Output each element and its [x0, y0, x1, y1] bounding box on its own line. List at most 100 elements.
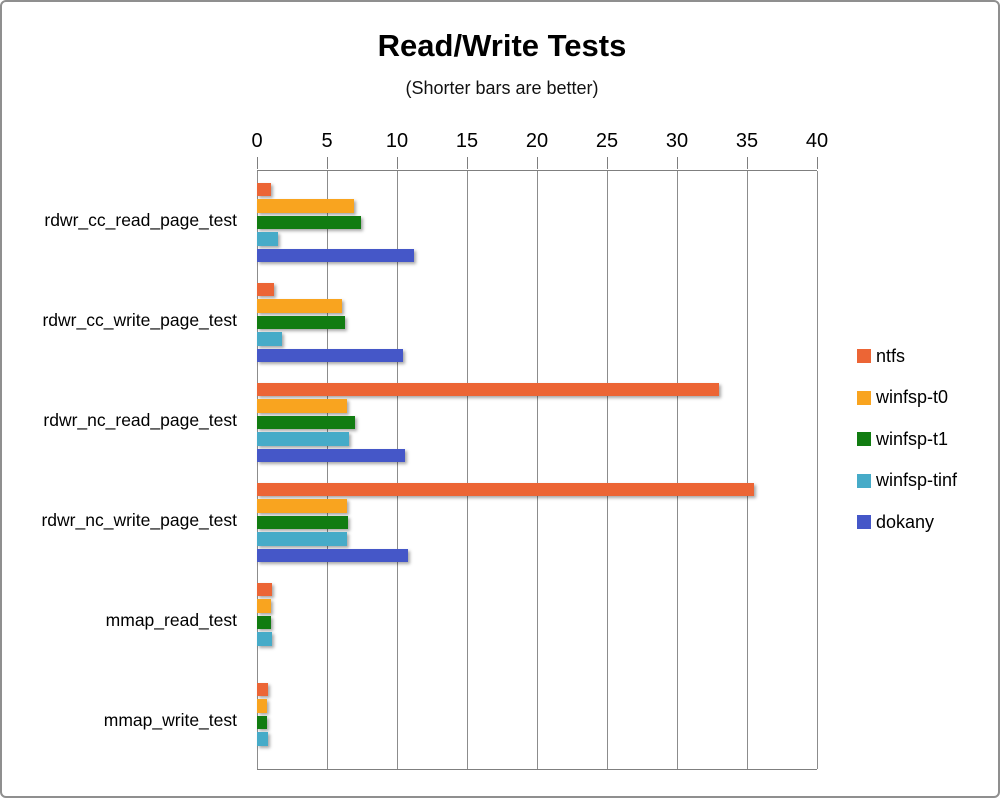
bar-lane [257, 298, 817, 315]
bar-group-rdwr_nc_write_page_test [257, 471, 817, 571]
tick-mark-x-10 [397, 157, 398, 169]
bar-lane [257, 347, 817, 364]
bar-winfsp-t0-rdwr_cc_write_page_test [257, 299, 343, 313]
legend-swatch-dokany [857, 515, 871, 529]
bar-dokany-rdwr_nc_read_page_test [257, 448, 406, 462]
bar-lane [257, 247, 817, 264]
bar-group-rdwr_nc_read_page_test [257, 371, 817, 471]
tick-mark-x-15 [467, 157, 468, 169]
bar-lane [257, 547, 817, 564]
bar-lane [257, 698, 817, 715]
bar-lane [257, 214, 817, 231]
legend-label-ntfs: ntfs [876, 345, 906, 366]
bar-winfsp-t1-rdwr_cc_write_page_test [257, 315, 346, 329]
bar-lane [257, 598, 817, 615]
bar-lane [257, 381, 817, 398]
category-label-mmap_read_test: mmap_read_test [105, 609, 237, 630]
bar-lane [257, 281, 817, 298]
bar-dokany-rdwr_cc_write_page_test [257, 348, 403, 362]
x-tick-label-10: 10 [385, 130, 409, 152]
bar-winfsp-tinf-rdwr_cc_write_page_test [257, 332, 283, 346]
bar-lane [257, 714, 817, 731]
bar-winfsp-t1-rdwr_nc_write_page_test [257, 515, 348, 529]
legend-swatch-winfsp-t1 [857, 432, 871, 446]
legend-item-ntfs: ntfs [857, 346, 957, 366]
category-label-rdwr_cc_read_page_test: rdwr_cc_read_page_test [44, 209, 237, 230]
bar-winfsp-tinf-mmap_write_test [257, 732, 269, 746]
bar-dokany-rdwr_cc_read_page_test [257, 248, 414, 262]
gridline-x-40 [817, 171, 818, 769]
gridline-x-15 [467, 171, 468, 769]
bar-lane [257, 431, 817, 448]
category-label-mmap_write_test: mmap_write_test [103, 709, 237, 730]
legend: ntfs winfsp-t0 winfsp-t1 winfsp-tinf dokany [857, 346, 957, 554]
bar-winfsp-t1-mmap_read_test [257, 615, 271, 629]
bar-winfsp-t1-rdwr_nc_read_page_test [257, 415, 355, 429]
bar-winfsp-t0-mmap_read_test [257, 599, 271, 613]
tick-mark-x-20 [537, 157, 538, 169]
bar-group-rdwr_cc_write_page_test [257, 271, 817, 371]
tick-mark-x-40 [817, 157, 818, 169]
tick-mark-x-30 [677, 157, 678, 169]
bar-lane [257, 747, 817, 764]
bar-winfsp-t0-rdwr_nc_read_page_test [257, 399, 347, 413]
bar-lane [257, 614, 817, 631]
bar-winfsp-t1-rdwr_cc_read_page_test [257, 215, 361, 229]
x-tick-label-15: 15 [455, 130, 479, 152]
x-tick-label-25: 25 [595, 130, 619, 152]
legend-item-dokany: dokany [857, 512, 957, 532]
bar-lane [257, 231, 817, 248]
legend-label-winfsp-t1: winfsp-t1 [876, 428, 949, 449]
bar-group-mmap_write_test [257, 671, 817, 771]
chart-subtitle: (Shorter bars are better) [405, 78, 599, 98]
tick-mark-x-25 [607, 157, 608, 169]
x-tick-label-40: 40 [805, 130, 829, 152]
bar-lane [257, 481, 817, 498]
x-tick-label-0: 0 [251, 130, 263, 152]
bar-winfsp-tinf-rdwr_cc_read_page_test [257, 232, 278, 246]
bar-group-rdwr_cc_read_page_test [257, 171, 817, 271]
tick-mark-x-35 [747, 157, 748, 169]
legend-swatch-winfsp-tinf [857, 473, 871, 488]
bar-dokany-rdwr_nc_write_page_test [257, 548, 409, 562]
legend-item-winfsp-t0: winfsp-t0 [857, 387, 957, 408]
x-tick-label-5: 5 [321, 130, 333, 152]
gridline-x-25 [607, 171, 608, 769]
category-label-rdwr_nc_read_page_test: rdwr_nc_read_page_test [43, 409, 237, 430]
legend-swatch-winfsp-t0 [857, 390, 871, 405]
bar-lane [257, 731, 817, 748]
bar-lane [257, 314, 817, 331]
chart-title: Read/Write Tests [377, 28, 627, 63]
bar-lane [257, 181, 817, 198]
bar-lane [257, 647, 817, 664]
bar-winfsp-tinf-mmap_read_test [257, 632, 273, 646]
bar-winfsp-tinf-rdwr_nc_write_page_test [257, 532, 347, 546]
bar-ntfs-mmap_read_test [257, 582, 273, 596]
bar-winfsp-tinf-rdwr_nc_read_page_test [257, 432, 350, 446]
gridline-x-10 [397, 171, 398, 769]
gridline-x-0 [257, 171, 258, 769]
bar-winfsp-t0-rdwr_nc_write_page_test [257, 499, 347, 513]
x-tick-label-20: 20 [525, 130, 549, 152]
plot-area [257, 170, 818, 771]
tick-mark-x-5 [327, 157, 328, 169]
gridline-x-20 [537, 171, 538, 769]
bar-lane [257, 581, 817, 598]
bar-lane [257, 514, 817, 531]
bar-ntfs-rdwr_nc_read_page_test [257, 382, 719, 396]
bar-lane [257, 681, 817, 698]
bar-group-mmap_read_test [257, 571, 817, 671]
gridline-x-35 [747, 171, 748, 769]
legend-label-winfsp-t0: winfsp-t0 [876, 387, 949, 407]
bar-lane [257, 398, 817, 415]
x-tick-label-30: 30 [665, 130, 689, 152]
bar-winfsp-t1-mmap_write_test [257, 715, 267, 729]
legend-item-winfsp-tinf: winfsp-tinf [857, 470, 957, 491]
legend-item-winfsp-t1: winfsp-t1 [857, 429, 957, 449]
bar-ntfs-rdwr_nc_write_page_test [257, 482, 754, 496]
bar-lane [257, 414, 817, 431]
gridline-x-30 [677, 171, 678, 769]
gridline-x-5 [327, 171, 328, 769]
bar-lane [257, 198, 817, 215]
